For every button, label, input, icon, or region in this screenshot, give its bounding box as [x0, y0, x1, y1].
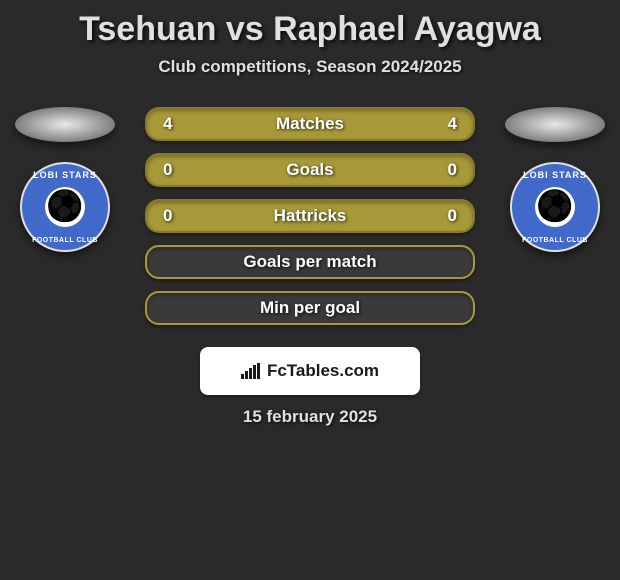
branding-box[interactable]: FcTables.com — [200, 347, 420, 395]
stat-value-left: 0 — [163, 206, 172, 226]
branding-label: FcTables.com — [267, 361, 379, 381]
player-left-placeholder — [15, 107, 115, 142]
stat-bar-min-per-goal: Min per goal — [145, 291, 475, 325]
stat-label: Matches — [276, 114, 344, 134]
branding-text: FcTables.com — [241, 361, 379, 381]
stats-column: 4 Matches 4 0 Goals 0 0 Hattricks 0 Goals per mat… — [130, 107, 490, 337]
badge-left-top-text: LOBI STARS — [33, 170, 97, 180]
badge-left-bottom-text: FOOTBALL CLUB — [32, 237, 98, 244]
player-left-column: LOBI STARS FOOTBALL CLUB — [10, 107, 120, 252]
badge-right-top-text: LOBI STARS — [523, 170, 587, 180]
footer-date: 15 february 2025 — [0, 407, 620, 427]
stat-label: Goals per match — [243, 252, 376, 272]
badge-ball-icon — [45, 187, 85, 227]
player-right-column: LOBI STARS FOOTBALL CLUB — [500, 107, 610, 252]
stat-value-right: 4 — [448, 114, 457, 134]
page-subtitle: Club competitions, Season 2024/2025 — [0, 57, 620, 77]
stat-bar-goals-per-match: Goals per match — [145, 245, 475, 279]
badge-ball-icon — [535, 187, 575, 227]
club-badge-left: LOBI STARS FOOTBALL CLUB — [20, 162, 110, 252]
stat-label: Min per goal — [260, 298, 360, 318]
stat-bar-matches: 4 Matches 4 — [145, 107, 475, 141]
stat-bar-hattricks: 0 Hattricks 0 — [145, 199, 475, 233]
stat-value-left: 0 — [163, 160, 172, 180]
stat-label: Goals — [286, 160, 333, 180]
player-right-placeholder — [505, 107, 605, 142]
stat-value-right: 0 — [448, 160, 457, 180]
badge-right-bottom-text: FOOTBALL CLUB — [522, 237, 588, 244]
comparison-area: LOBI STARS FOOTBALL CLUB 4 Matches 4 0 Goals… — [0, 107, 620, 337]
club-badge-right: LOBI STARS FOOTBALL CLUB — [510, 162, 600, 252]
main-container: Tsehuan vs Raphael Ayagwa Club competiti… — [0, 0, 620, 437]
stat-value-right: 0 — [448, 206, 457, 226]
stat-bar-goals: 0 Goals 0 — [145, 153, 475, 187]
page-title: Tsehuan vs Raphael Ayagwa — [0, 10, 620, 49]
stat-label: Hattricks — [274, 206, 347, 226]
chart-bars-icon — [241, 363, 263, 379]
stat-value-left: 4 — [163, 114, 172, 134]
